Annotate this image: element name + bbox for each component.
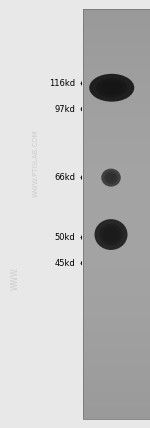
Bar — [82, 310, 150, 317]
Text: 45kd: 45kd — [54, 259, 75, 268]
Bar — [82, 104, 150, 111]
Bar — [82, 282, 150, 289]
Ellipse shape — [100, 81, 123, 95]
Bar — [82, 159, 150, 166]
Bar — [82, 56, 150, 63]
Bar — [82, 235, 150, 241]
Bar — [82, 385, 150, 392]
Bar — [82, 63, 150, 70]
Bar — [82, 324, 150, 330]
Bar — [82, 372, 150, 378]
Bar — [82, 70, 150, 77]
Bar — [82, 200, 150, 207]
Text: 97kd: 97kd — [54, 104, 75, 114]
Bar — [82, 296, 150, 303]
Bar — [82, 132, 150, 139]
Ellipse shape — [94, 219, 128, 250]
Ellipse shape — [106, 173, 116, 182]
Bar — [82, 50, 150, 56]
Bar — [82, 269, 150, 276]
Bar — [82, 392, 150, 399]
Bar — [82, 146, 150, 152]
Bar — [82, 15, 150, 22]
Bar — [82, 289, 150, 296]
Ellipse shape — [103, 227, 119, 242]
Bar — [82, 152, 150, 159]
Bar — [82, 241, 150, 248]
Bar — [82, 303, 150, 310]
Text: WWW.: WWW. — [11, 266, 20, 290]
Bar — [82, 125, 150, 132]
Text: 50kd: 50kd — [54, 233, 75, 242]
Bar — [82, 77, 150, 84]
Ellipse shape — [104, 171, 118, 184]
Ellipse shape — [101, 169, 121, 187]
Text: WWW.PTGLAB.COM: WWW.PTGLAB.COM — [33, 129, 39, 196]
Bar — [82, 43, 150, 50]
Bar — [82, 358, 150, 365]
Bar — [82, 276, 150, 282]
Bar — [82, 399, 150, 406]
Bar — [82, 351, 150, 358]
Bar — [82, 173, 150, 180]
Ellipse shape — [99, 224, 123, 245]
Bar — [82, 166, 150, 173]
Bar — [82, 98, 150, 104]
Bar — [82, 378, 150, 385]
Bar — [82, 193, 150, 200]
Bar — [82, 248, 150, 255]
Bar — [82, 91, 150, 98]
Bar — [82, 221, 150, 228]
Bar — [82, 84, 150, 91]
Bar — [82, 9, 150, 419]
Bar — [82, 22, 150, 29]
Bar — [82, 344, 150, 351]
Bar — [82, 365, 150, 372]
Text: 66kd: 66kd — [54, 173, 75, 182]
Bar — [82, 406, 150, 413]
Bar — [82, 180, 150, 187]
Bar — [82, 262, 150, 269]
Bar — [82, 337, 150, 344]
Bar — [82, 9, 150, 15]
Bar — [82, 111, 150, 118]
Text: 116kd: 116kd — [49, 79, 75, 88]
Bar — [82, 214, 150, 221]
Ellipse shape — [89, 74, 134, 102]
Bar — [82, 118, 150, 125]
Bar — [82, 36, 150, 43]
Bar — [82, 413, 150, 419]
Bar — [82, 207, 150, 214]
Bar — [82, 255, 150, 262]
Bar — [82, 139, 150, 146]
Bar — [82, 228, 150, 235]
Ellipse shape — [96, 78, 128, 98]
Bar — [82, 330, 150, 337]
Bar — [82, 29, 150, 36]
Bar — [82, 317, 150, 324]
Bar — [82, 187, 150, 193]
